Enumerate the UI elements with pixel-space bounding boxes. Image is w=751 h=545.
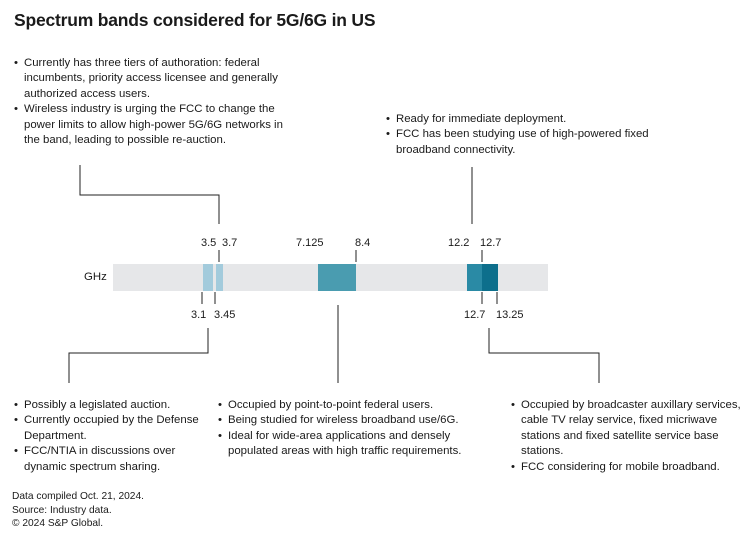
- note-band-12-2: Ready for immediate deployment. FCC has …: [386, 112, 656, 158]
- tick-label-top: 7.125: [296, 237, 324, 249]
- note-item: Ready for immediate deployment.: [386, 112, 656, 128]
- note-item: FCC/NTIA in discussions over dynamic spe…: [14, 444, 199, 475]
- tick-label-bottom: 13.25: [496, 309, 524, 321]
- note-band-3-45: Currently has three tiers of authoration…: [14, 56, 294, 148]
- tick-label-top: 8.4: [355, 237, 371, 249]
- connector-band-12-7: [488, 328, 600, 383]
- tick-label-top: 3.7: [222, 237, 238, 249]
- tick-label-bottom: 3.1: [191, 309, 207, 321]
- band-3-1-3-45: [203, 264, 213, 291]
- note-band-12-7: Occupied by broadcaster auxillary servic…: [511, 398, 743, 475]
- note-item: Possibly a legislated auction.: [14, 398, 199, 414]
- note-item: Wireless industry is urging the FCC to c…: [14, 102, 294, 148]
- axis-label: GHz: [84, 271, 107, 283]
- note-item: Being studied for wireless broadband use…: [218, 413, 493, 429]
- note-item: FCC has been studying use of high-powere…: [386, 127, 656, 158]
- tick-label-top: 3.5: [201, 237, 217, 249]
- note-band-7: Occupied by point-to-point federal users…: [218, 398, 493, 460]
- note-item: Currently occupied by the Defense Depart…: [14, 413, 199, 444]
- band-7-125-8-4: [318, 264, 356, 291]
- note-item: Occupied by point-to-point federal users…: [218, 398, 493, 414]
- note-item: Currently has three tiers of authoration…: [14, 56, 294, 102]
- note-item: Occupied by broadcaster auxillary servic…: [511, 398, 743, 460]
- tick-label-bottom: 3.45: [214, 309, 236, 321]
- band-12-2-12-7: [467, 264, 482, 291]
- note-item: Ideal for wide-area applications and den…: [218, 429, 493, 460]
- tick-label-top: 12.7: [480, 237, 502, 249]
- note-band-3-1: Possibly a legislated auction. Currently…: [14, 398, 199, 475]
- footer-date: Data compiled Oct. 21, 2024.: [12, 491, 144, 502]
- connector-band-3-45: [79, 165, 220, 224]
- footer-source: Source: Industry data.: [12, 504, 112, 516]
- note-item: FCC considering for mobile broadband.: [511, 460, 743, 476]
- tick-label-top: 12.2: [448, 237, 470, 249]
- chart-title: Spectrum bands considered for 5G/6G in U…: [14, 10, 376, 30]
- footer-copyright: © 2024 S&P Global.: [12, 518, 104, 529]
- band-3-45-3-7: [216, 264, 223, 291]
- connector-band-3-1: [68, 328, 209, 383]
- tick-label-bottom: 12.7: [464, 309, 486, 321]
- band-12-7-13-25: [482, 264, 498, 291]
- footer: Data compiled Oct. 21, 2024. Source: Ind…: [12, 490, 144, 531]
